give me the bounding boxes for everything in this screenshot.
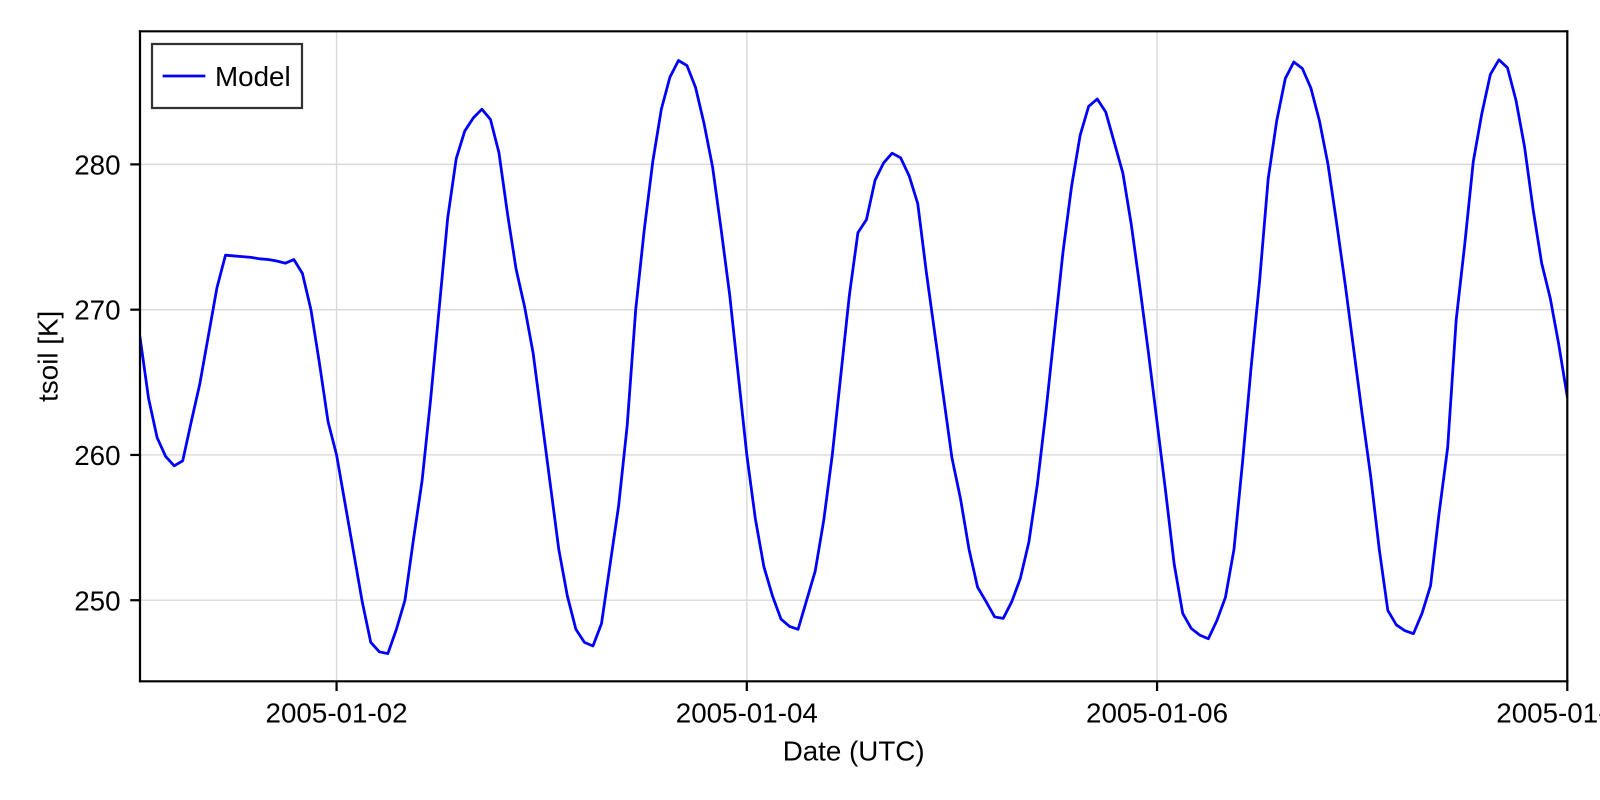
svg-text:270: 270 — [74, 295, 120, 326]
svg-text:Model: Model — [215, 61, 291, 92]
svg-text:Date (UTC): Date (UTC) — [783, 736, 925, 767]
svg-text:250: 250 — [74, 585, 120, 616]
svg-text:2005-01-02: 2005-01-02 — [266, 697, 408, 728]
svg-text:2005-01-08: 2005-01-08 — [1496, 697, 1600, 728]
svg-text:280: 280 — [74, 149, 120, 180]
svg-text:2005-01-06: 2005-01-06 — [1086, 697, 1228, 728]
svg-text:260: 260 — [74, 440, 120, 471]
svg-text:2005-01-04: 2005-01-04 — [676, 697, 818, 728]
svg-text:tsoil [K]: tsoil [K] — [32, 311, 63, 402]
